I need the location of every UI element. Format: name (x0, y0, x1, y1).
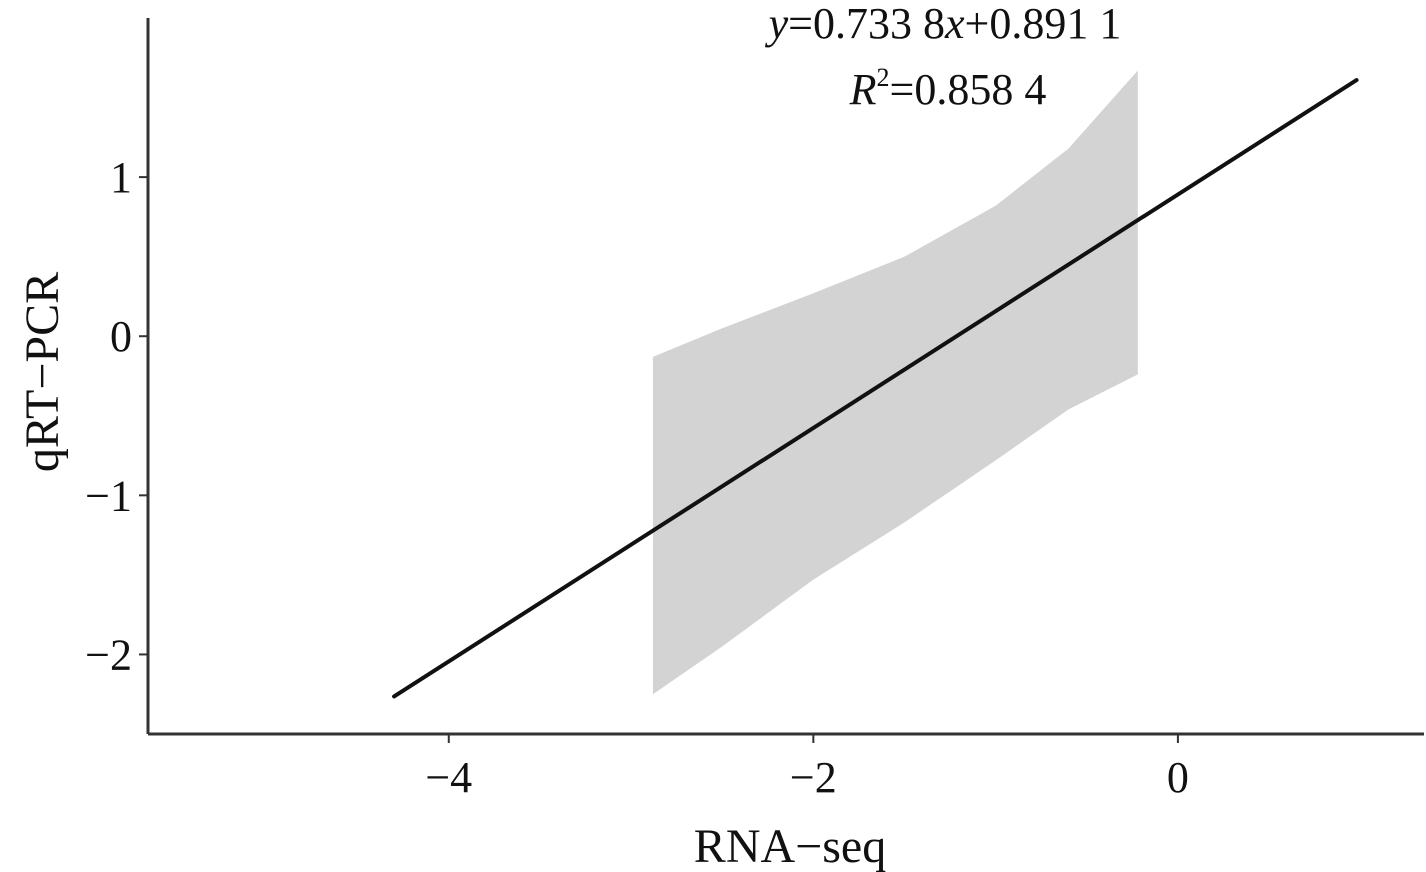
equation-part-1: =0.733 8 (788, 0, 945, 48)
y-tick-label: 0 (110, 312, 132, 361)
x-tick-label: −2 (790, 753, 837, 802)
r-squared-value: =0.858 4 (890, 65, 1047, 114)
fit-line-layer (392, 78, 1359, 699)
y-tick-label: −2 (85, 630, 132, 679)
axes (146, 18, 1424, 736)
y-axis-title: qRT−PCR (16, 272, 69, 472)
y-tick-label: −1 (85, 471, 132, 520)
equation-part-2: +0.891 1 (965, 0, 1122, 48)
confidence-band-layer (652, 70, 1138, 695)
regression-equation: y=0.733 8x+0.891 1 (765, 0, 1122, 48)
r-squared-var: R (849, 65, 877, 114)
regression-line (392, 78, 1359, 699)
equation-y-var: y (765, 0, 789, 48)
r-squared: R2=0.858 4 (849, 63, 1047, 114)
equation-x-var: x (944, 0, 965, 48)
x-axis-title: RNA−seq (694, 820, 886, 872)
y-tick-label: 1 (110, 153, 132, 202)
confidence-band (652, 70, 1138, 695)
x-tick-label: −4 (425, 753, 472, 802)
x-tick-label: 0 (1167, 753, 1189, 802)
r-squared-sup: 2 (877, 63, 890, 92)
ticks: −4 −2 0 −2 −1 0 1 (85, 153, 1189, 802)
